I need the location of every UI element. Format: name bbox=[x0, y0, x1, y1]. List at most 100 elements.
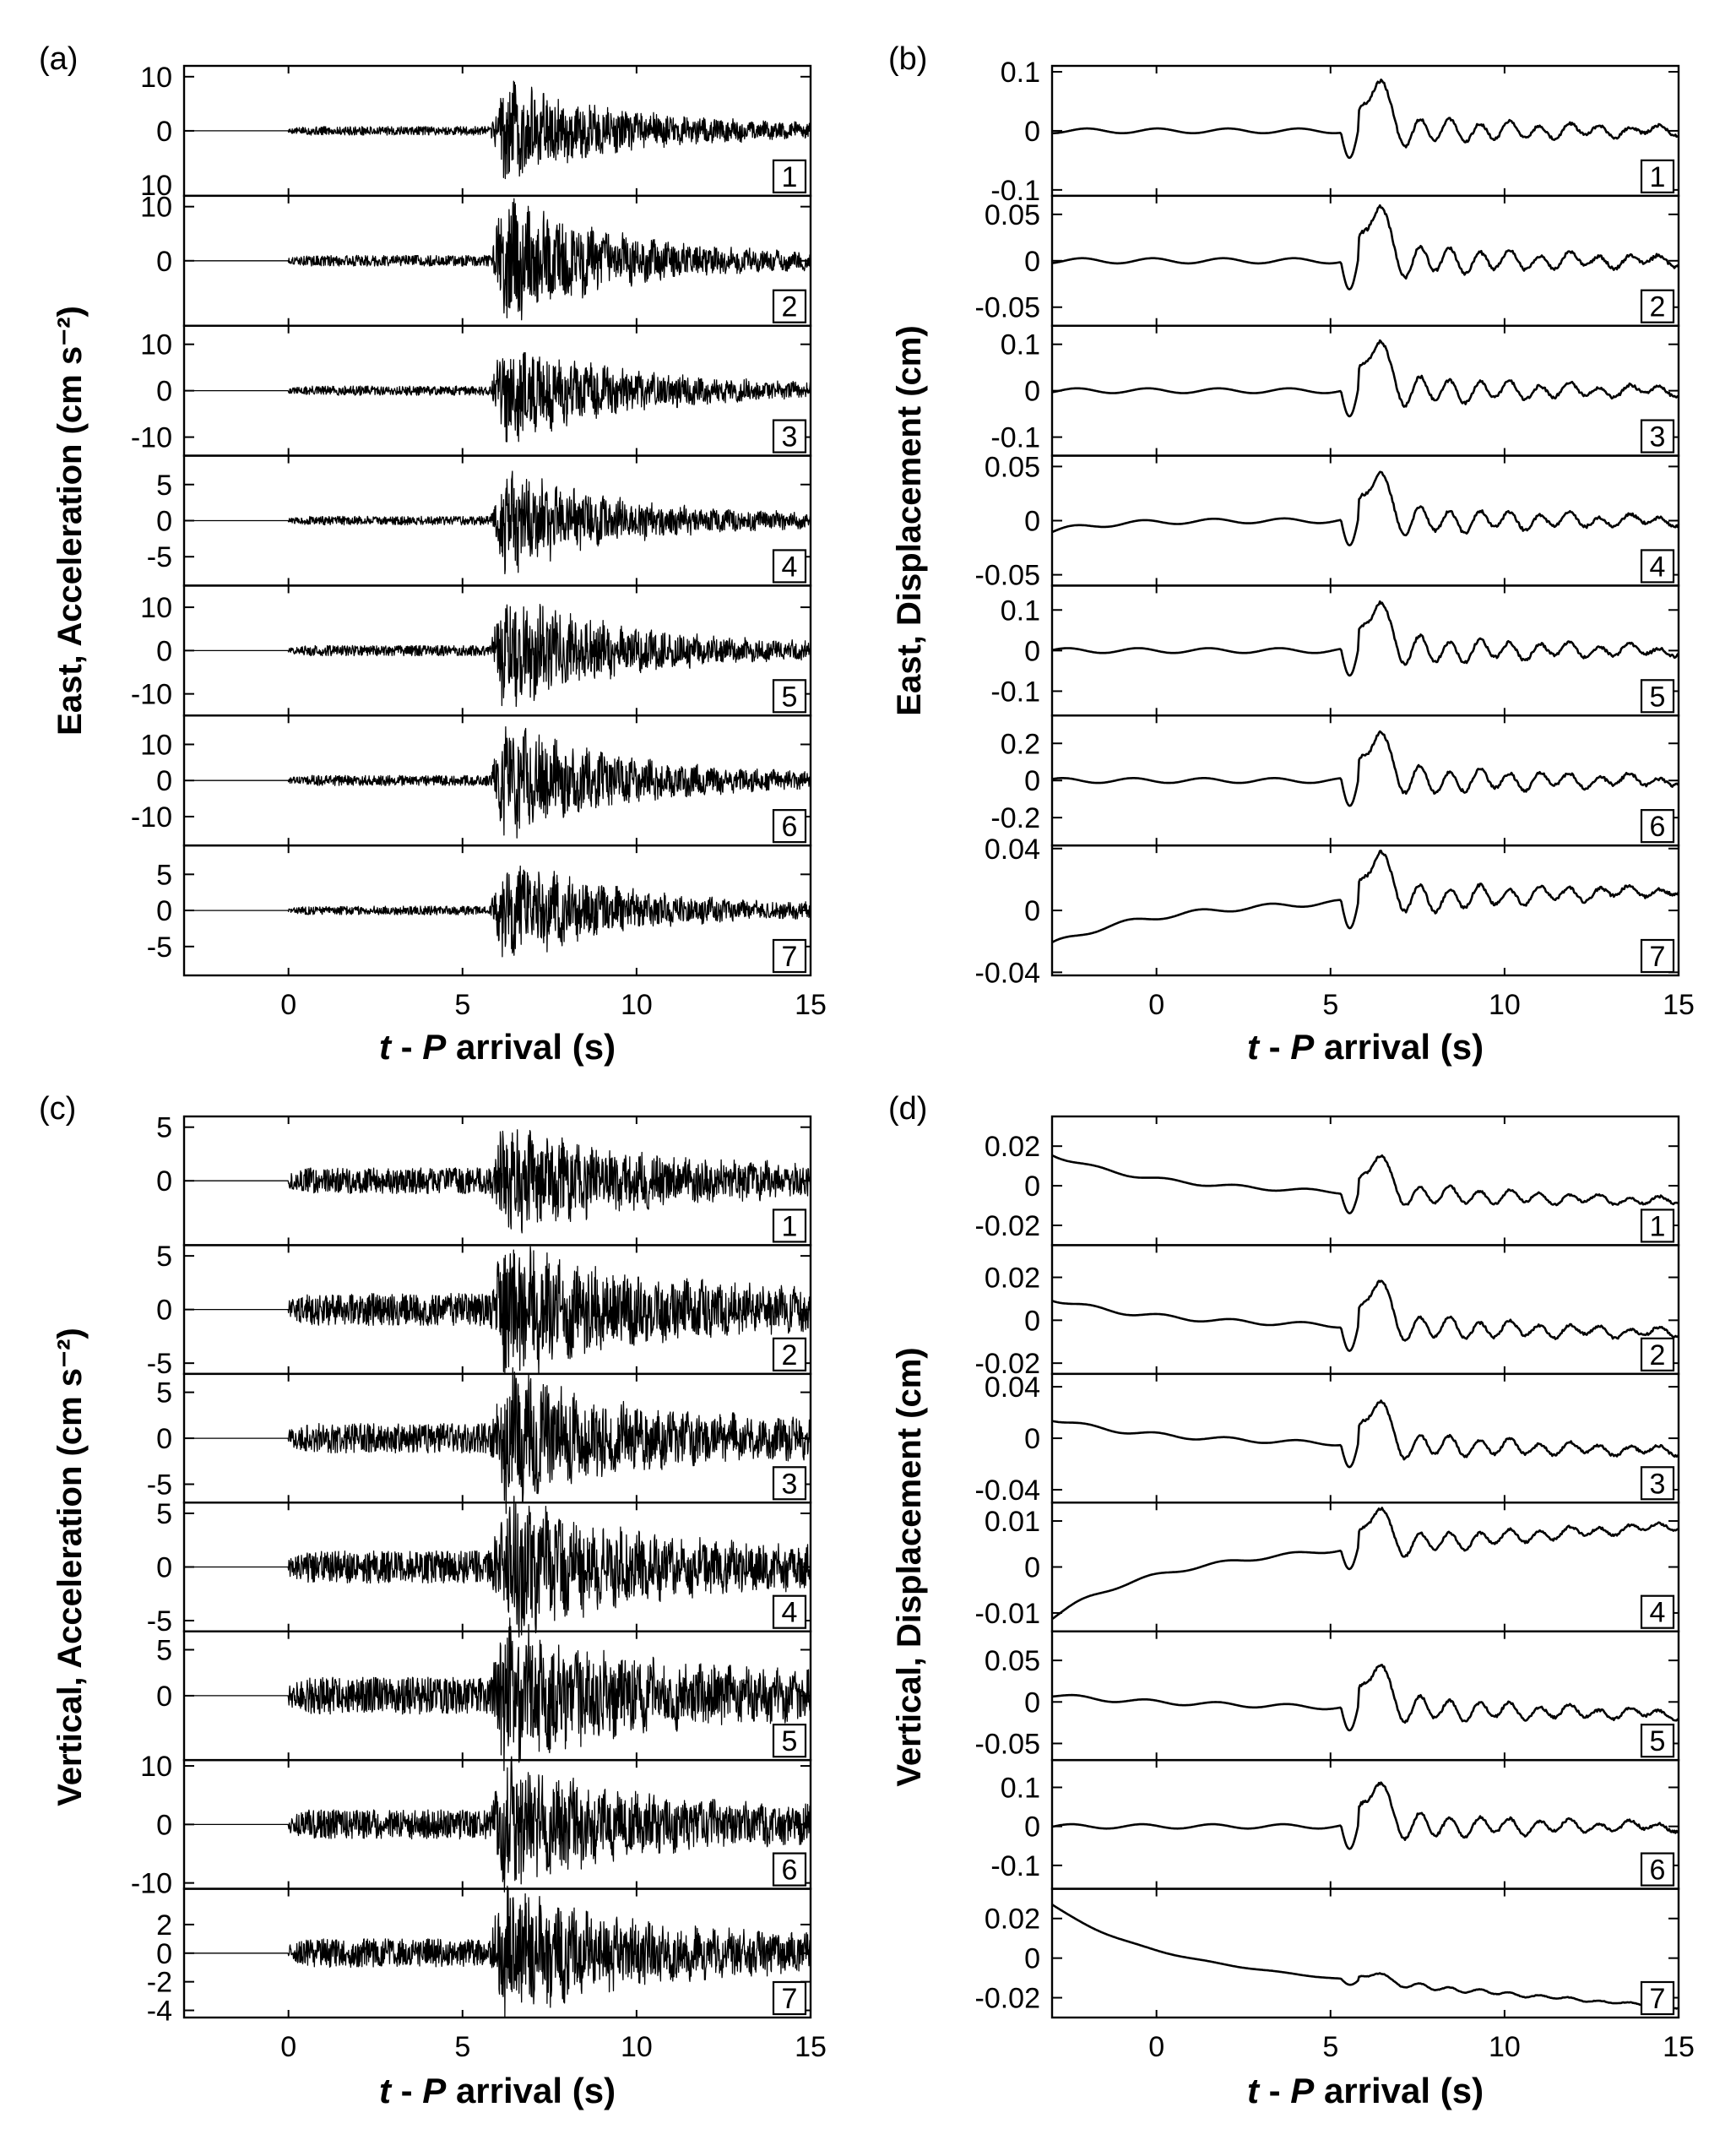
y-tick-label: -5 bbox=[147, 1348, 172, 1380]
y-tick-label: 5 bbox=[156, 1112, 172, 1144]
x-axis-title-dash: - bbox=[391, 2071, 422, 2110]
y-tick-label: -5 bbox=[147, 1469, 172, 1502]
x-tick-label: 0 bbox=[280, 2031, 296, 2063]
x-tick-label: 0 bbox=[280, 989, 296, 1021]
y-tick-label: -0.05 bbox=[975, 560, 1041, 592]
waveform-line bbox=[183, 1246, 811, 1374]
x-tick-label: 5 bbox=[1322, 989, 1338, 1021]
y-tick-label: 0 bbox=[1024, 1686, 1040, 1719]
trace-7: 0.04 0 -0.04 7 bbox=[975, 834, 1680, 989]
y-tick-label: 10 bbox=[140, 170, 172, 202]
y-axis-title: East, Acceleration (cm s⁻²) bbox=[52, 306, 89, 736]
station-number-box bbox=[1640, 289, 1675, 323]
y-tick-label: 0 bbox=[1024, 1170, 1040, 1203]
waveform-line bbox=[183, 1129, 811, 1234]
waveform-line bbox=[1051, 1781, 1680, 1850]
waveform-line bbox=[1051, 79, 1679, 160]
x-axis-title-dash: - bbox=[1259, 1027, 1290, 1067]
x-axis-title: t - P arrival (s) bbox=[1247, 2071, 1484, 2110]
station-number: 6 bbox=[1650, 1855, 1666, 1887]
x-axis-title: t - P arrival (s) bbox=[1247, 1027, 1484, 1067]
station-number: 6 bbox=[1650, 811, 1666, 843]
x-axis-title: t - P arrival (s) bbox=[379, 1027, 616, 1067]
station-number: 5 bbox=[782, 1725, 798, 1757]
y-tick-label: 0 bbox=[1024, 1423, 1040, 1455]
station-number-box bbox=[772, 1466, 807, 1501]
waveform-line bbox=[1051, 1664, 1679, 1732]
station-number: 1 bbox=[782, 161, 798, 193]
station-number: 2 bbox=[1650, 1339, 1666, 1371]
x-tick-label: 10 bbox=[621, 2031, 653, 2063]
y-tick-label: 0 bbox=[1024, 246, 1040, 278]
trace-5: 0.1 0 -0.1 5 bbox=[990, 584, 1680, 717]
waveform-line bbox=[1051, 1904, 1679, 2010]
y-tick-label: 0 bbox=[156, 506, 172, 538]
waveform-line bbox=[183, 1617, 811, 1772]
x-axis-title-p: P bbox=[1290, 1027, 1315, 1067]
waveform-line bbox=[183, 603, 811, 708]
y-tick-label: 0 bbox=[156, 1938, 172, 1970]
station-number-box bbox=[1640, 1594, 1675, 1629]
station-number-box bbox=[772, 938, 807, 974]
station-number: 5 bbox=[1650, 1725, 1666, 1757]
y-tick-label: 5 bbox=[156, 1241, 172, 1273]
waveform-line bbox=[1051, 1279, 1679, 1352]
y-axis-title: Vertical, Displacement (cm) bbox=[891, 1347, 928, 1786]
station-number-box bbox=[772, 1208, 807, 1243]
trace-5: 0.05 0 -0.05 5 bbox=[975, 1630, 1680, 1762]
y-tick-label: 0 bbox=[156, 1809, 172, 1841]
trace-frame bbox=[1050, 1630, 1680, 1762]
y-tick-label: -0.1 bbox=[990, 422, 1040, 454]
trace-4: 0.01 0 -0.01 4 bbox=[975, 1502, 1680, 1632]
station-number-box bbox=[772, 159, 807, 193]
station-number: 2 bbox=[782, 291, 798, 323]
waveform-line bbox=[183, 470, 811, 575]
y-tick-label: -0.1 bbox=[990, 1850, 1040, 1882]
trace-6: 10 0 -10 6 bbox=[131, 1751, 812, 1900]
x-axis-title-rest: arrival (s) bbox=[446, 2071, 616, 2110]
trace-2: 0.02 0 -0.02 2 bbox=[975, 1244, 1680, 1380]
station-number-box bbox=[1640, 1980, 1675, 2016]
station-number-box bbox=[1640, 679, 1675, 714]
x-tick-label: 15 bbox=[795, 2031, 827, 2063]
trace-7: 5 0 -5 7 bbox=[147, 844, 812, 977]
y-tick-label: -0.02 bbox=[975, 1983, 1041, 2015]
x-axis-title-dash: - bbox=[391, 1027, 422, 1067]
x-tick-label: 15 bbox=[1663, 2031, 1695, 2063]
trace-7: 20-2-4 7 bbox=[147, 1885, 812, 2028]
y-tick-label: 10 bbox=[140, 62, 172, 94]
trace-1: 0.1 0 -0.1 1 bbox=[990, 57, 1680, 207]
station-number: 7 bbox=[1650, 941, 1666, 973]
station-number-box bbox=[1640, 1724, 1675, 1758]
y-axis-title: Vertical, Acceleration (cm s⁻²) bbox=[52, 1328, 89, 1806]
y-tick-label: 0 bbox=[1024, 1811, 1040, 1844]
trace-2: 0.05 0 -0.05 2 bbox=[975, 194, 1680, 327]
y-tick-label: 0 bbox=[156, 246, 172, 278]
station-number: 7 bbox=[782, 1983, 798, 2015]
y-tick-label: -10 bbox=[131, 679, 172, 711]
y-tick-label: 0.02 bbox=[985, 1263, 1040, 1295]
waveform-line bbox=[1051, 730, 1680, 807]
trace-3: 0.04 0 -0.04 3 bbox=[975, 1371, 1680, 1507]
waveform-line bbox=[183, 80, 811, 180]
x-tick-label: 5 bbox=[454, 989, 470, 1021]
y-tick-label: -0.02 bbox=[975, 1348, 1041, 1380]
y-tick-label: 0 bbox=[1024, 376, 1040, 408]
station-number-box bbox=[772, 1724, 807, 1758]
trace-frame bbox=[1050, 1372, 1680, 1504]
station-number-box bbox=[1640, 549, 1675, 584]
y-tick-label: 0.1 bbox=[1001, 1772, 1040, 1804]
trace-frame bbox=[1050, 64, 1680, 198]
trace-4: 5 0-5 4 bbox=[147, 454, 812, 587]
y-tick-label: 0 bbox=[156, 116, 172, 148]
station-number: 5 bbox=[1650, 681, 1666, 713]
station-number-box bbox=[1640, 1337, 1675, 1371]
y-tick-label: -10 bbox=[131, 801, 172, 834]
x-axis-title-rest: arrival (s) bbox=[446, 1027, 616, 1067]
trace-frame bbox=[1050, 584, 1680, 717]
x-tick-label: 10 bbox=[1489, 2031, 1521, 2063]
station-number-box bbox=[772, 549, 807, 584]
waveform-line bbox=[1051, 600, 1679, 677]
y-tick-label: 5 bbox=[156, 1498, 172, 1530]
